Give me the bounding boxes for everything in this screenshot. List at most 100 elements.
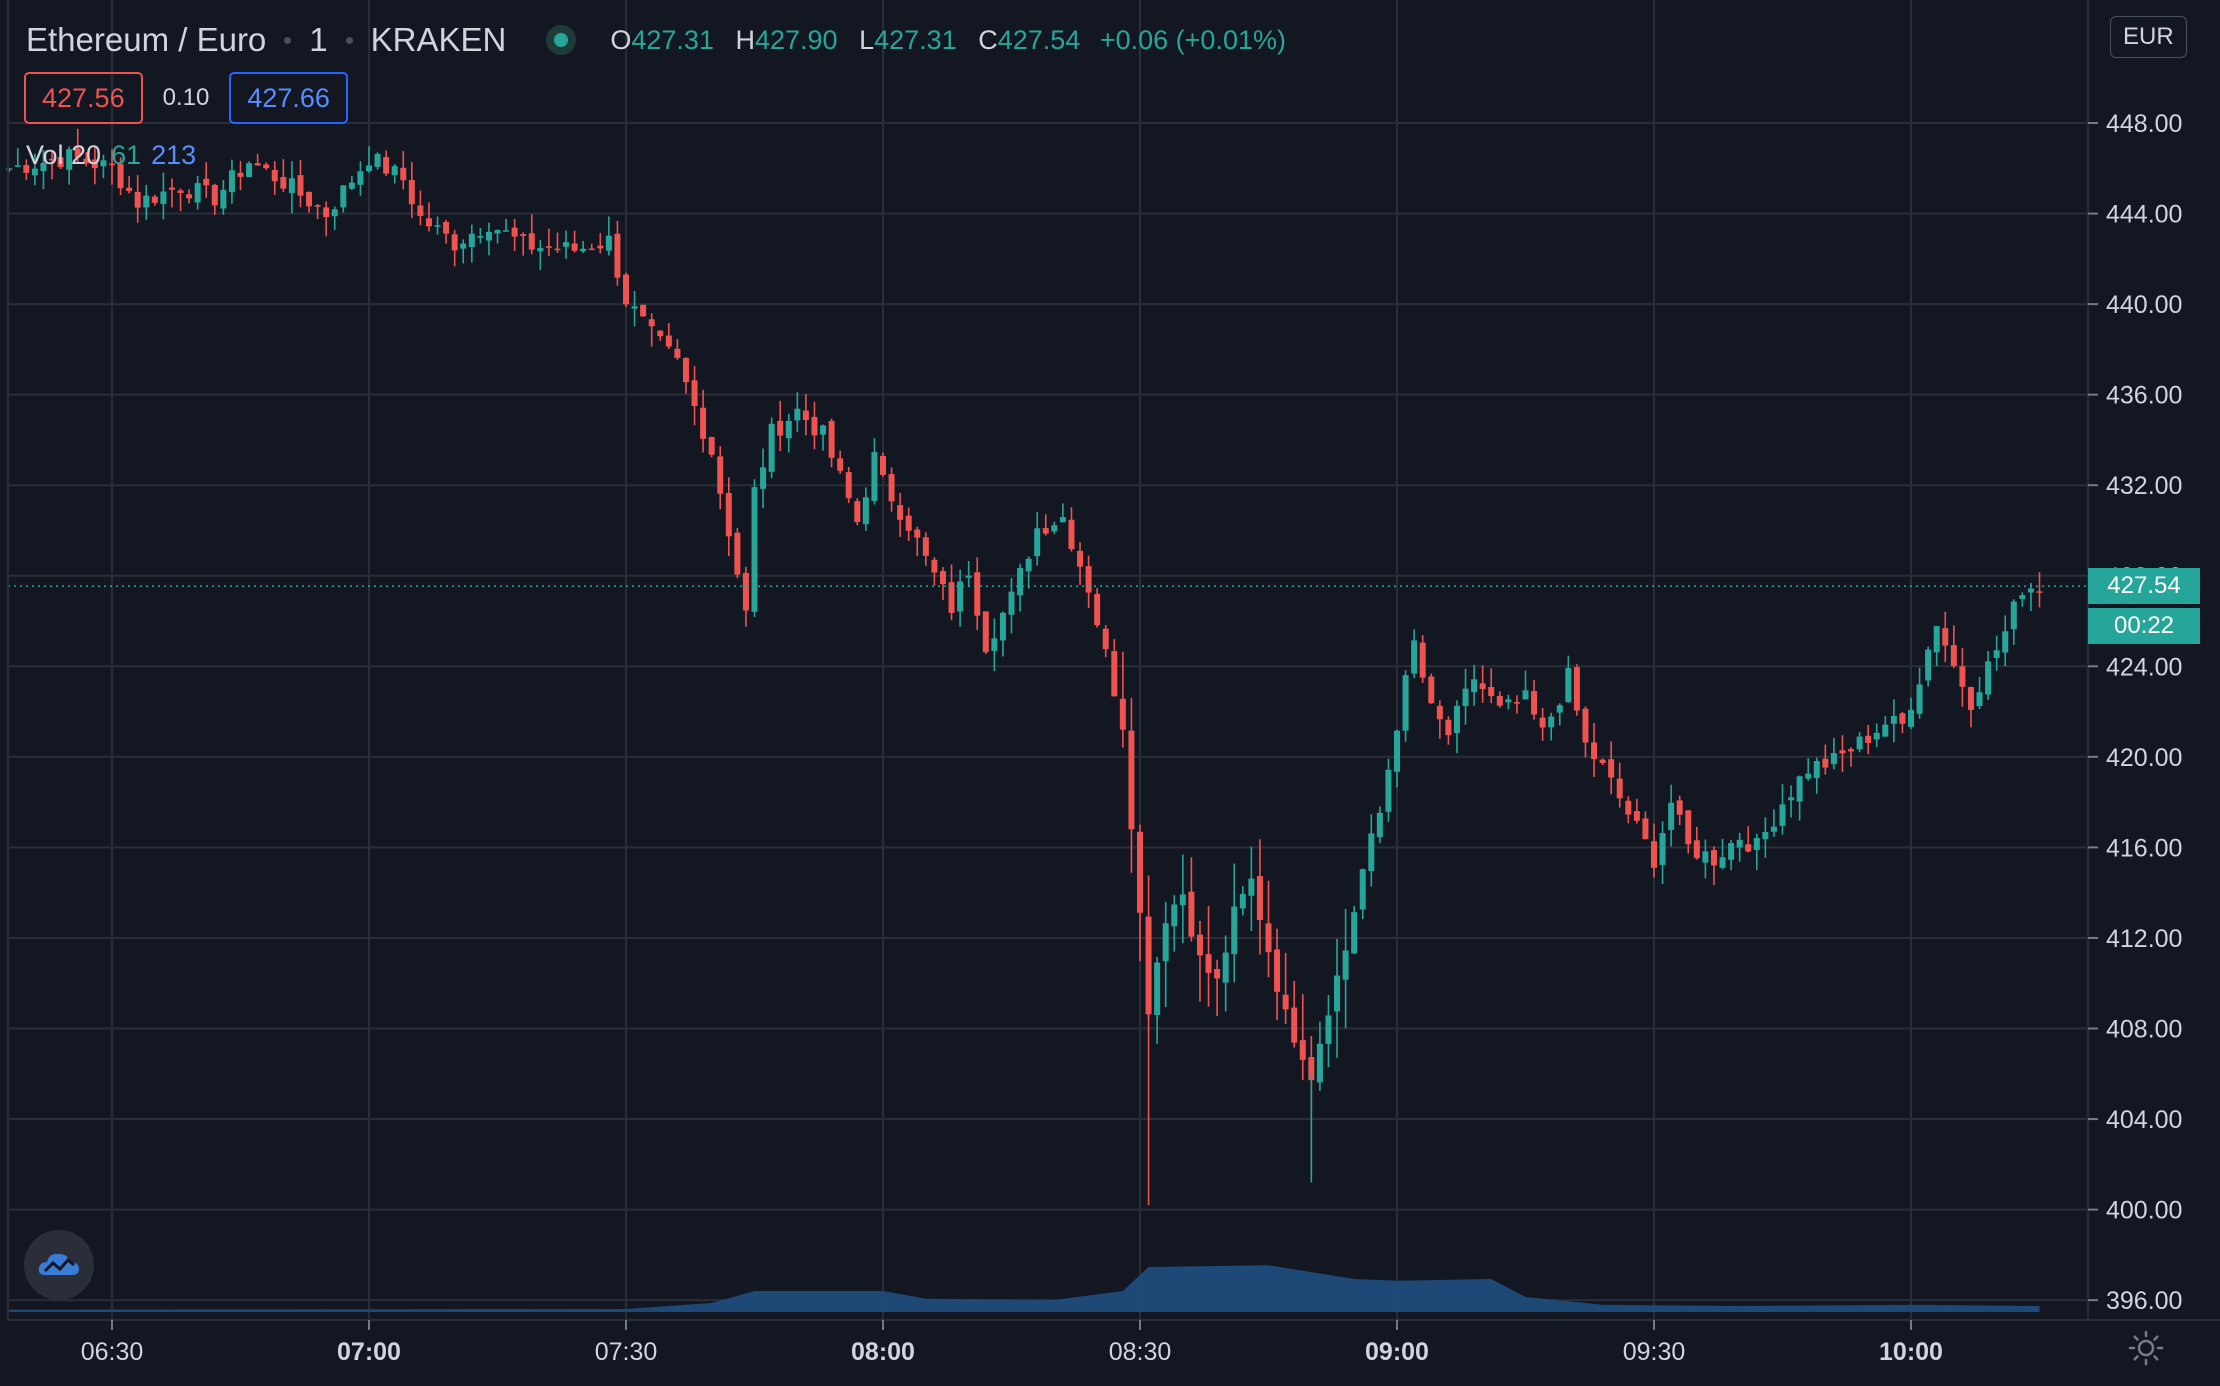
symbol-title[interactable]: Ethereum / Euro	[26, 21, 267, 58]
price-tick-label: 416.00	[2106, 834, 2182, 862]
volume-legend[interactable]: Vol 20 61 213	[26, 140, 196, 171]
candle-up	[1171, 904, 1178, 927]
candle-down	[417, 205, 424, 216]
volume-label: Vol 20	[26, 140, 102, 170]
price-tick-label: 424.00	[2106, 653, 2182, 681]
candle-down	[1950, 645, 1957, 667]
candle-up	[391, 166, 398, 176]
candle-up	[434, 225, 441, 227]
candle-down	[1428, 676, 1435, 704]
candle-down	[1094, 593, 1101, 626]
volume-area-path	[9, 1265, 2040, 1312]
ohlc-values: O427.31 H427.90 L427.31 C427.54 +0.06 (+…	[610, 25, 1286, 56]
candle-down	[1419, 642, 1426, 678]
candle-down	[571, 243, 578, 251]
open-label: O	[610, 24, 632, 55]
candle-down	[1214, 969, 1221, 979]
candle-down	[177, 190, 184, 193]
candle-up	[66, 149, 73, 170]
candle-up	[1376, 812, 1383, 838]
candle-up	[768, 423, 775, 472]
candle-down	[974, 572, 981, 616]
candle-up	[1762, 832, 1769, 840]
candle-down	[237, 172, 244, 177]
high-value: 427.90	[754, 24, 838, 55]
chart-grid	[8, 0, 2088, 1320]
candle-down	[1608, 759, 1615, 778]
candle-up	[751, 487, 758, 612]
volume-value-a: 61	[111, 140, 142, 170]
candle-up	[1222, 952, 1229, 983]
candle-down	[1196, 934, 1203, 956]
candle-down	[1479, 683, 1486, 689]
candle-up	[871, 452, 878, 501]
price-tick-label: 400.00	[2106, 1197, 2182, 1225]
candle-up	[1719, 857, 1726, 868]
interval-label[interactable]: 1	[309, 21, 328, 58]
candle-down	[828, 420, 835, 458]
candle-up	[1411, 640, 1418, 674]
candle-down	[314, 205, 321, 207]
candle-up	[14, 165, 21, 167]
candle-up	[1985, 661, 1992, 695]
candle-up	[1462, 688, 1469, 707]
candle-down	[665, 335, 672, 347]
sun-gear-icon[interactable]	[2128, 1330, 2164, 1366]
candle-down	[1188, 891, 1195, 937]
candle-down	[383, 157, 390, 174]
candle-down	[717, 456, 724, 494]
candle-down	[880, 455, 886, 475]
candle-up	[1788, 797, 1795, 801]
candle-up	[1736, 839, 1743, 848]
candle-up	[477, 236, 484, 238]
candle-up	[2027, 588, 2034, 593]
candle-down	[1633, 811, 1640, 821]
candle-up	[991, 638, 998, 651]
candle-down	[708, 437, 715, 455]
tradingview-cloud-icon[interactable]	[24, 1230, 94, 1300]
time-scale: 06:30 07:00 07:30 08:00 08:30 09:00 09:30 10:00	[81, 1320, 1943, 1366]
sell-button[interactable]: 427.56	[24, 72, 143, 124]
candle-down	[151, 196, 158, 203]
price-tick-label: 404.00	[2106, 1106, 2182, 1134]
separator-dot	[345, 36, 353, 44]
time-tick-label: 08:00	[851, 1338, 915, 1366]
candle-down	[1137, 831, 1143, 913]
candle-up	[228, 170, 235, 193]
price-tick-label: 440.00	[2106, 291, 2182, 319]
candle-up	[494, 230, 501, 234]
candle-down	[657, 330, 664, 337]
candle-down	[1119, 698, 1126, 730]
candle-up	[1993, 650, 2000, 658]
candlestick-series	[6, 128, 2043, 1206]
buy-button[interactable]: 427.66	[229, 72, 348, 124]
exchange-label: KRAKEN	[370, 21, 507, 58]
low-value: 427.31	[874, 24, 957, 55]
candle-up	[1154, 962, 1161, 1016]
candle-up	[957, 581, 964, 612]
candle-up	[1796, 776, 1803, 802]
candle-down	[520, 234, 527, 236]
candle-down	[1436, 705, 1443, 720]
time-tick-label: 07:00	[337, 1338, 401, 1366]
candle-down	[1102, 628, 1109, 650]
candle-up	[1368, 833, 1375, 872]
candle-up	[820, 425, 827, 435]
candle-down	[554, 248, 561, 251]
currency-button[interactable]: EUR	[2110, 16, 2187, 58]
candle-down	[528, 233, 535, 250]
candle-down	[126, 187, 133, 191]
candle-up	[537, 248, 544, 252]
candle-down	[168, 187, 175, 190]
candle-up	[605, 235, 612, 251]
candle-up	[785, 420, 792, 439]
candle-up	[1659, 833, 1666, 865]
buy-sell-panel: 427.56 0.10 427.66	[24, 72, 348, 124]
candle-up	[1051, 525, 1058, 532]
candle-up	[1925, 649, 1932, 681]
candle-up	[1017, 568, 1024, 596]
candle-down	[57, 157, 64, 168]
candle-down	[1445, 719, 1452, 736]
candle-up	[1359, 869, 1366, 910]
